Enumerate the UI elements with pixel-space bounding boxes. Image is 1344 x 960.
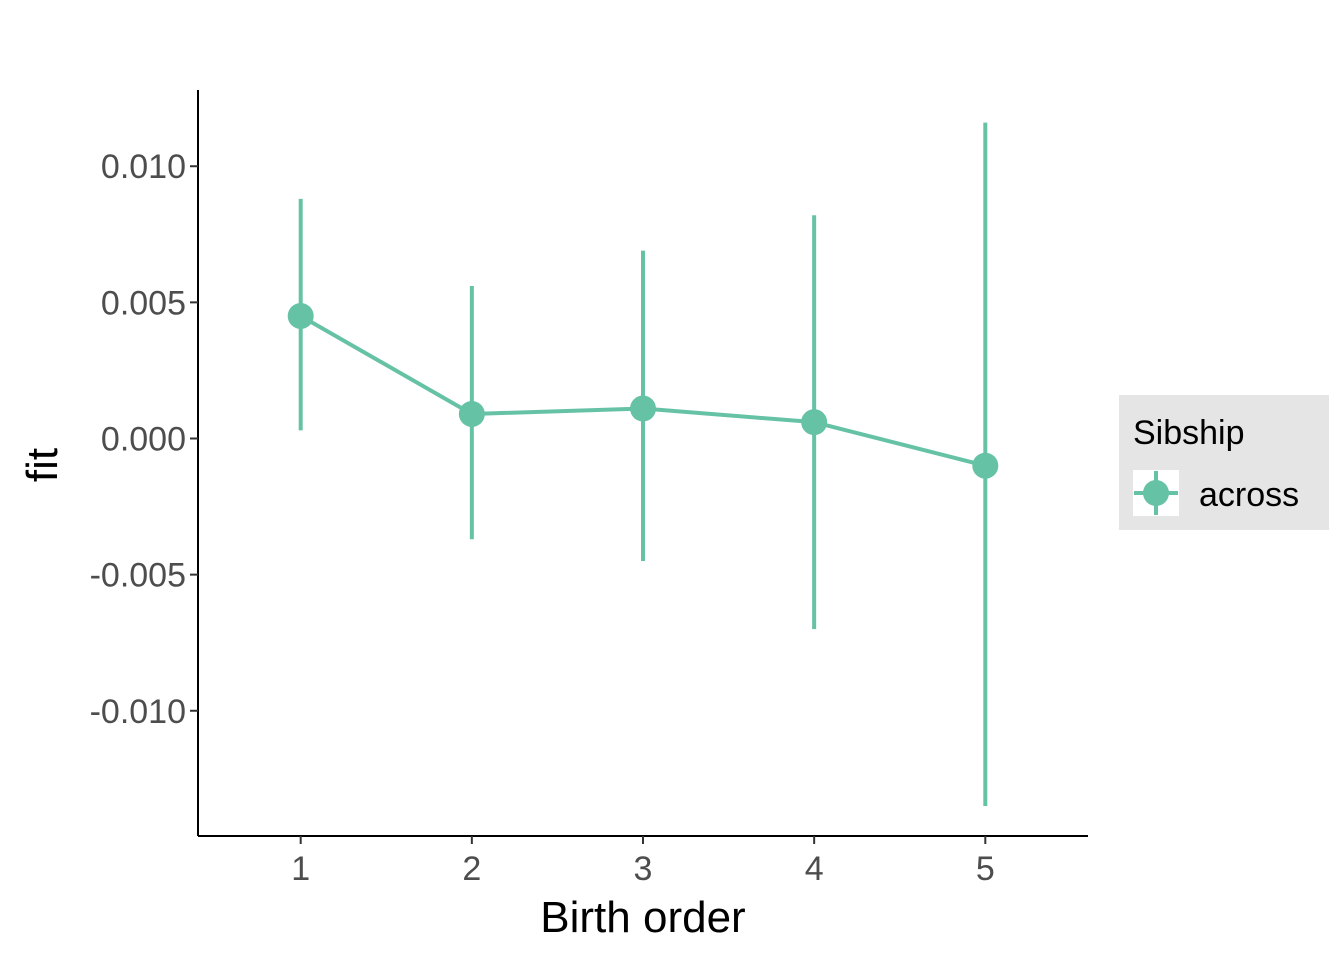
x-axis-title: Birth order <box>540 893 745 942</box>
legend-title: Sibship <box>1133 414 1245 452</box>
x-tick-label: 2 <box>462 850 481 888</box>
data-point <box>972 452 999 479</box>
y-axis-title: fit <box>18 448 67 482</box>
x-tick-label: 4 <box>805 850 824 888</box>
x-tick-label: 5 <box>976 850 995 888</box>
y-tick-label: -0.010 <box>90 693 186 731</box>
legend-label-across: across <box>1199 476 1299 514</box>
data-point <box>287 302 314 329</box>
x-axis-ticks: 1 2 3 4 5 <box>291 836 995 888</box>
y-tick-label: 0.000 <box>101 420 186 458</box>
data-point <box>630 395 656 422</box>
x-tick-label: 1 <box>291 850 310 888</box>
legend-key-point <box>1143 480 1169 506</box>
data-point <box>458 400 485 427</box>
data-point <box>801 409 828 436</box>
x-tick-label: 3 <box>634 850 653 888</box>
legend: Sibship across <box>1119 395 1329 530</box>
y-axis-ticks: 0.010 0.005 0.000 -0.005 -0.010 <box>90 148 198 731</box>
y-tick-label: 0.005 <box>101 284 186 322</box>
y-tick-label: 0.010 <box>101 148 186 186</box>
y-tick-label: -0.005 <box>90 557 186 595</box>
series-layer <box>287 122 999 807</box>
